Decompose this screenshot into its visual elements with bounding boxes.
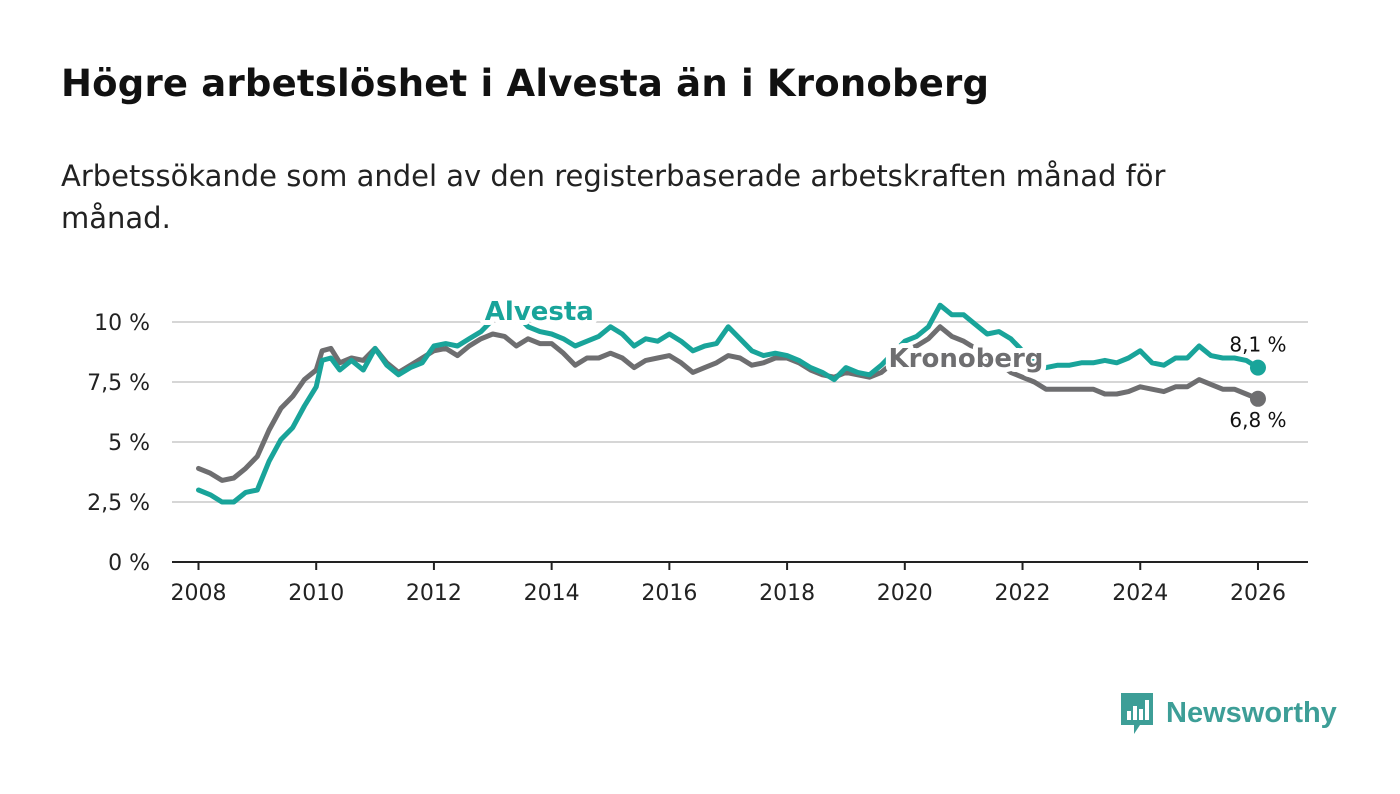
chart-title: Högre arbetslöshet i Alvesta än i Kronob…	[61, 62, 990, 105]
end-label-alvesta: 8,1 %	[1229, 333, 1286, 357]
y-tick-label: 2,5 %	[87, 491, 150, 516]
end-label-kronoberg: 6,8 %	[1229, 408, 1286, 432]
y-tick-label: 5 %	[108, 431, 150, 456]
x-tick-label: 2014	[524, 581, 580, 606]
series-line-alvesta	[196, 302, 1261, 505]
series-line-kronoberg	[196, 324, 1261, 483]
x-tick-label: 2024	[1112, 581, 1168, 606]
end-point-alvesta	[1249, 359, 1266, 376]
brand-name: Newsworthy	[1166, 696, 1337, 729]
x-tick-label: 2008	[170, 581, 226, 606]
x-tick-label: 2018	[759, 581, 815, 606]
x-tick-label: 2020	[877, 581, 933, 606]
y-tick-label: 0 %	[108, 551, 150, 576]
y-tick-label: 7,5 %	[87, 371, 150, 396]
x-tick-label: 2016	[641, 581, 697, 606]
y-tick-label: 10 %	[94, 311, 150, 336]
x-tick-label: 2012	[406, 581, 462, 606]
series-label-alvesta-halo: Alvesta	[485, 297, 594, 327]
brand-logo[interactable]: Newsworthy	[1118, 690, 1337, 736]
chart-subtitle: Arbetssökande som andel av den registerb…	[61, 159, 1166, 235]
end-point-kronoberg	[1249, 390, 1266, 407]
x-tick-label: 2022	[995, 581, 1051, 606]
newsworthy-logo-icon	[1121, 693, 1153, 734]
series-label-kronoberg: Kronoberg	[889, 344, 1044, 374]
series-label-alvesta: Alvesta	[485, 297, 594, 327]
x-tick-label: 2026	[1230, 581, 1286, 606]
x-tick-label: 2010	[288, 581, 344, 606]
series-label-kronoberg-halo: Kronoberg	[889, 344, 1044, 374]
